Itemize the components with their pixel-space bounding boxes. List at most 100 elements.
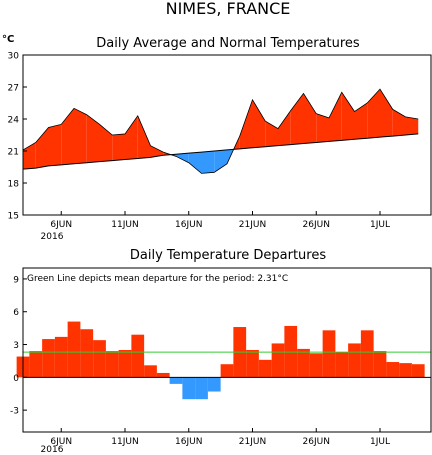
departure-bars [16, 321, 425, 400]
above-normal-area [86, 114, 100, 163]
departure-chart-title: Daily Temperature Departures [130, 248, 326, 263]
temperature-chart-title: Daily Average and Normal Temperatures [96, 36, 360, 51]
departure-bar [80, 329, 94, 378]
above-normal-area [405, 116, 419, 135]
y-tick-label: 21 [8, 148, 19, 158]
above-normal-area [35, 127, 49, 169]
average-temperature-line [22, 88, 419, 174]
departure-bar [144, 365, 157, 378]
temperature-plot-frame [22, 54, 432, 216]
above-normal-area [278, 110, 291, 146]
x-tick-label: 1JUL [370, 437, 390, 447]
y-tick-label: -3 [10, 407, 19, 417]
above-normal-area [341, 92, 355, 141]
above-normal-area [303, 93, 317, 144]
temperature-fills [23, 89, 419, 174]
page-title: NIMES, FRANCE [166, 0, 291, 18]
departure-bar [399, 363, 412, 378]
departure-bar [29, 351, 43, 378]
y-tick-label: 6 [13, 308, 19, 318]
x-tick-label: 26JUN [303, 220, 330, 230]
above-normal-area [74, 108, 87, 164]
above-normal-area [23, 142, 36, 170]
above-normal-area [137, 115, 151, 159]
x-tick-label: 21JUN [239, 220, 266, 230]
mean-departure-note: Green Line depicts mean departure for th… [27, 274, 288, 284]
y-tick-label: 18 [8, 180, 20, 190]
departure-bar [93, 340, 106, 378]
departure-plot-frame [22, 267, 432, 433]
departure-lines [23, 351, 431, 378]
departure-year-label: 2016 [41, 445, 64, 455]
above-normal-area [125, 115, 138, 160]
temperature-unit-label: °C [2, 34, 14, 45]
x-tick-label: 26JUN [303, 437, 330, 447]
x-tick-label: 16JUN [175, 437, 202, 447]
above-normal-area [367, 89, 380, 139]
above-normal-area [99, 124, 113, 162]
y-tick-label: 30 [8, 52, 20, 62]
above-normal-area [112, 133, 125, 161]
departure-bar [335, 352, 349, 378]
departure-bar [67, 321, 81, 378]
temperature-year-label: 2016 [41, 232, 64, 242]
y-tick-label: 27 [8, 84, 19, 94]
departure-bar [54, 336, 68, 378]
x-tick-label: 16JUN [175, 220, 202, 230]
departure-bar [42, 339, 55, 378]
normal-temperature-line [22, 133, 419, 170]
above-normal-area [61, 108, 74, 165]
above-normal-area [265, 121, 278, 147]
departure-bar [322, 330, 336, 378]
departure-bar [207, 377, 221, 392]
departure-bar [373, 351, 387, 378]
departure-bar [182, 377, 196, 400]
temperature-panel: Daily Average and Normal Temperatures °C… [2, 34, 432, 242]
departure-bar [360, 330, 374, 378]
above-normal-area [329, 92, 342, 142]
departure-bar [131, 334, 145, 378]
above-normal-area [48, 124, 62, 166]
above-normal-area [354, 103, 368, 140]
departure-bar [386, 362, 400, 378]
above-normal-area [239, 99, 253, 149]
departure-bar [220, 364, 234, 378]
departure-bar [258, 359, 272, 378]
departure-bar [246, 350, 259, 378]
above-normal-area [392, 109, 406, 137]
above-normal-area [316, 113, 329, 143]
below-normal-area [214, 149, 227, 173]
below-normal-area [188, 152, 202, 174]
departure-bar [105, 351, 119, 378]
departure-bar [271, 343, 285, 378]
x-tick-label: 11JUN [111, 437, 138, 447]
below-normal-area [201, 151, 215, 174]
above-normal-area [252, 99, 266, 148]
departure-bar [309, 353, 323, 378]
x-tick-label: 1JUL [370, 220, 390, 230]
departure-panel: Daily Temperature Departures Green Line … [10, 248, 432, 455]
above-normal-area [290, 93, 304, 145]
departure-bar [169, 377, 183, 384]
temperature-lines [22, 88, 419, 174]
y-tick-label: 3 [13, 341, 19, 351]
departure-bar [348, 343, 361, 378]
above-normal-area [380, 89, 393, 138]
y-tick-label: 15 [8, 212, 19, 222]
y-tick-label: 9 [13, 275, 19, 285]
departure-axes: -3 0 3 6 9 6JUN 11JUN 16JUN 21JUN 26JUN 1JUL [10, 275, 390, 447]
x-tick-label: 6JUN [50, 220, 72, 230]
above-normal-area [150, 145, 164, 158]
departure-bar [195, 377, 208, 400]
x-tick-label: 21JUN [239, 437, 266, 447]
y-tick-label: 24 [8, 116, 20, 126]
departure-bar [411, 364, 425, 378]
departure-bar [297, 348, 310, 378]
temperature-axes: 15 18 21 24 27 30 6JUN 11JUN 16JUN 21JUN 26JUN 1JUL [8, 52, 390, 231]
y-tick-label: 0 [13, 374, 19, 384]
departure-bar [156, 372, 170, 378]
departure-bar [118, 350, 132, 378]
below-normal-area [176, 153, 189, 163]
x-tick-label: 11JUN [111, 220, 138, 230]
